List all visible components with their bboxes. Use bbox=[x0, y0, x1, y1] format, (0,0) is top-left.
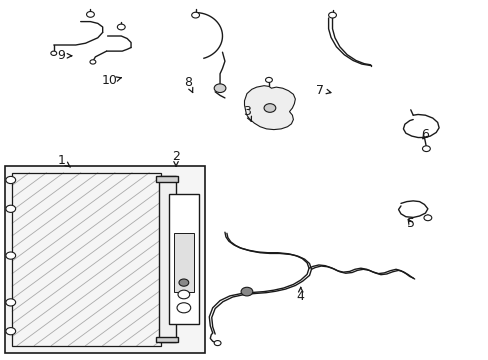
Circle shape bbox=[117, 24, 125, 30]
Circle shape bbox=[6, 176, 16, 184]
Polygon shape bbox=[244, 86, 295, 130]
Text: 1: 1 bbox=[57, 154, 70, 167]
Circle shape bbox=[86, 12, 94, 17]
Bar bbox=[156, 176, 178, 182]
Circle shape bbox=[178, 290, 189, 299]
Text: 4: 4 bbox=[296, 287, 304, 303]
Circle shape bbox=[51, 51, 57, 55]
Circle shape bbox=[6, 252, 16, 259]
Text: 3: 3 bbox=[243, 105, 251, 121]
Bar bbox=[168, 194, 199, 324]
Text: 7: 7 bbox=[316, 84, 330, 96]
Circle shape bbox=[422, 146, 429, 152]
Circle shape bbox=[214, 341, 221, 346]
Bar bbox=[173, 233, 194, 292]
Bar bbox=[12, 173, 161, 346]
Circle shape bbox=[214, 84, 225, 93]
Bar bbox=[156, 337, 178, 342]
Circle shape bbox=[241, 287, 252, 296]
Text: 10: 10 bbox=[102, 75, 121, 87]
Bar bbox=[5, 166, 205, 353]
Circle shape bbox=[6, 299, 16, 306]
Circle shape bbox=[177, 303, 190, 313]
Circle shape bbox=[423, 215, 431, 221]
Bar bbox=[159, 176, 176, 342]
Text: 5: 5 bbox=[406, 217, 414, 230]
Circle shape bbox=[328, 12, 336, 18]
Circle shape bbox=[6, 205, 16, 212]
Circle shape bbox=[90, 60, 96, 64]
Circle shape bbox=[265, 77, 272, 82]
Text: 9: 9 bbox=[57, 49, 72, 62]
Circle shape bbox=[191, 12, 199, 18]
Circle shape bbox=[264, 104, 275, 112]
Circle shape bbox=[179, 279, 188, 286]
Text: 6: 6 bbox=[421, 129, 428, 141]
Circle shape bbox=[6, 328, 16, 335]
Text: 8: 8 bbox=[184, 76, 192, 93]
Text: 2: 2 bbox=[172, 150, 180, 166]
